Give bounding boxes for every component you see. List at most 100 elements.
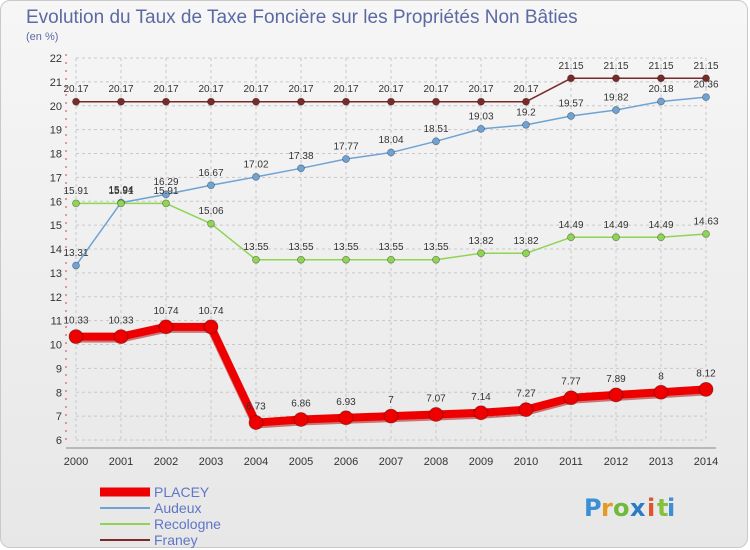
data-label-placey: 7.27 bbox=[516, 389, 536, 400]
data-point-recologne bbox=[522, 249, 530, 258]
x-tick-label: 2007 bbox=[379, 456, 403, 468]
y-tick-label: 18 bbox=[50, 149, 62, 161]
x-tick-label: 2006 bbox=[334, 456, 358, 468]
data-label-franey: 20.17 bbox=[513, 84, 538, 95]
chart-title: Evolution du Taux de Taxe Foncière sur l… bbox=[26, 7, 578, 28]
data-label-franey: 21.15 bbox=[693, 61, 718, 72]
data-label-placey: 6.93 bbox=[336, 397, 356, 408]
data-label-audeux: 15.94 bbox=[108, 185, 133, 196]
data-label-recologne: 14.49 bbox=[648, 220, 673, 231]
data-point-audeux bbox=[477, 125, 485, 133]
data-label-franey: 20.17 bbox=[63, 84, 88, 95]
data-label-recologne: 13.55 bbox=[378, 242, 403, 253]
y-tick-label: 7 bbox=[56, 411, 62, 423]
data-label-recologne: 15.06 bbox=[198, 206, 223, 217]
data-point-placey bbox=[563, 390, 579, 406]
data-point-recologne bbox=[657, 233, 665, 242]
x-tick-label: 2014 bbox=[694, 456, 718, 468]
data-point-franey bbox=[702, 74, 710, 83]
logo-letter: o bbox=[613, 494, 630, 522]
x-tick-label: 2005 bbox=[289, 456, 313, 468]
data-label-placey: 7.14 bbox=[471, 392, 491, 403]
y-tick-label: 6 bbox=[56, 435, 62, 447]
y-tick-label: 11 bbox=[51, 316, 62, 328]
data-point-placey bbox=[428, 407, 444, 422]
logo-letter: P bbox=[584, 494, 602, 522]
data-label-recologne: 15.91 bbox=[63, 186, 88, 197]
data-label-audeux: 19.57 bbox=[558, 99, 583, 110]
logo-letter: i bbox=[647, 494, 655, 522]
data-label-audeux: 16.67 bbox=[198, 168, 223, 179]
data-label-placey: 8 bbox=[658, 371, 664, 382]
data-point-placey bbox=[518, 402, 534, 418]
data-point-placey bbox=[383, 408, 399, 424]
data-point-audeux bbox=[207, 181, 215, 190]
data-point-recologne bbox=[567, 233, 575, 242]
data-point-recologne bbox=[612, 233, 620, 242]
legend-label-recologne: Recologne bbox=[154, 516, 221, 532]
x-tick-label: 2002 bbox=[154, 456, 178, 468]
data-point-audeux bbox=[297, 164, 305, 173]
data-point-recologne bbox=[117, 199, 125, 208]
data-point-franey bbox=[72, 97, 80, 106]
data-label-audeux: 18.04 bbox=[378, 135, 403, 146]
data-point-audeux bbox=[252, 172, 260, 181]
y-tick-label: 16 bbox=[50, 196, 62, 208]
data-label-audeux: 13.31 bbox=[63, 248, 88, 259]
data-point-recologne bbox=[252, 255, 260, 264]
y-tick-label: 10 bbox=[50, 340, 62, 352]
data-point-audeux bbox=[387, 148, 395, 157]
data-label-franey: 20.17 bbox=[333, 84, 358, 95]
y-tick-label: 9 bbox=[56, 363, 62, 375]
logo-letter: t bbox=[657, 494, 668, 522]
y-tick-label: 12 bbox=[50, 292, 62, 304]
x-tick-label: 2012 bbox=[604, 456, 628, 468]
logo-letter: i bbox=[667, 494, 675, 522]
data-label-placey: 10.33 bbox=[108, 316, 133, 327]
x-tick-label: 2001 bbox=[109, 456, 133, 468]
data-label-franey: 21.15 bbox=[648, 61, 673, 72]
data-point-placey bbox=[698, 381, 714, 397]
x-tick-label: 2000 bbox=[64, 456, 88, 468]
y-tick-label: 19 bbox=[50, 125, 62, 137]
data-label-franey: 21.15 bbox=[558, 61, 583, 72]
data-label-placey: 7.77 bbox=[561, 377, 581, 388]
data-label-franey: 21.15 bbox=[603, 61, 628, 72]
y-tick-label: 20 bbox=[50, 101, 62, 113]
data-point-placey bbox=[293, 412, 309, 427]
data-point-recologne bbox=[432, 255, 440, 264]
data-label-audeux: 17.38 bbox=[288, 151, 313, 162]
x-tick-label: 2003 bbox=[199, 456, 223, 468]
data-point-placey bbox=[338, 410, 354, 426]
y-tick-label: 22 bbox=[50, 53, 62, 65]
data-point-placey bbox=[473, 405, 489, 421]
data-point-placey bbox=[113, 329, 129, 345]
data-point-recologne bbox=[477, 249, 485, 258]
data-label-audeux: 19.2 bbox=[516, 107, 536, 118]
logo-letter: r bbox=[601, 494, 613, 522]
data-point-audeux bbox=[522, 120, 530, 129]
data-point-recologne bbox=[702, 230, 710, 238]
data-label-audeux: 17.77 bbox=[333, 141, 358, 152]
data-label-franey: 20.17 bbox=[423, 84, 448, 95]
data-label-recologne: 15.91 bbox=[153, 186, 178, 197]
data-label-recologne: 14.49 bbox=[603, 220, 628, 231]
data-label-recologne: 13.82 bbox=[468, 236, 493, 247]
data-point-audeux bbox=[162, 190, 170, 199]
x-tick-label: 2013 bbox=[649, 456, 673, 468]
x-tick-label: 2010 bbox=[514, 456, 538, 468]
x-tick-label: 2008 bbox=[424, 456, 448, 468]
data-label-placey: 10.74 bbox=[153, 306, 178, 317]
data-label-franey: 20.17 bbox=[378, 84, 403, 95]
data-label-audeux: 17.02 bbox=[243, 159, 268, 170]
data-label-franey: 20.17 bbox=[198, 84, 223, 95]
data-label-audeux: 19.03 bbox=[468, 111, 493, 122]
data-label-placey: 7.07 bbox=[426, 393, 446, 404]
data-point-franey bbox=[117, 97, 125, 106]
y-tick-label: 21 bbox=[50, 77, 62, 89]
data-point-franey bbox=[297, 97, 305, 106]
data-label-placey: 6.86 bbox=[291, 398, 311, 409]
